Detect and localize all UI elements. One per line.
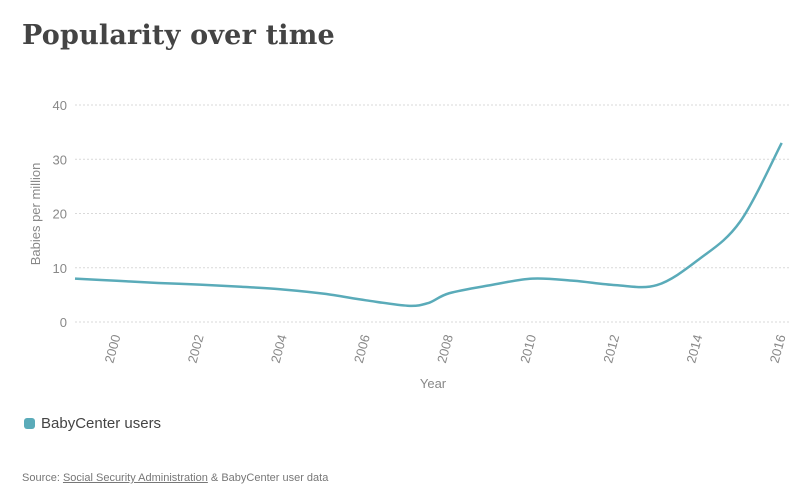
x-tick-label: 2016 (767, 333, 789, 365)
x-tick-label: 2010 (517, 333, 539, 365)
x-axis-label: Year (420, 376, 447, 391)
y-tick-label: 0 (60, 315, 67, 330)
source-suffix: & BabyCenter user data (207, 472, 329, 484)
series-lines (74, 142, 783, 308)
x-tick-label: 2006 (351, 333, 373, 365)
x-tick-label: 2008 (434, 333, 456, 365)
x-tick-label: 2004 (268, 333, 290, 365)
x-tick-label: 2002 (185, 333, 207, 365)
chart-title: Popularity over time (22, 20, 335, 51)
legend-label: BabyCenter users (41, 415, 162, 432)
legend-swatch (24, 418, 35, 429)
y-tick-labels: 0 10 20 30 40 (53, 98, 67, 330)
legend: BabyCenter users (24, 415, 161, 432)
series-line-babycenter-users (74, 142, 783, 308)
y-tick-label: 20 (53, 207, 67, 222)
x-tick-label: 2012 (600, 333, 622, 365)
source-link[interactable]: Social Security Administration (62, 472, 208, 484)
source-note: Source: Social Security Administration &… (22, 472, 328, 484)
x-tick-label: 2000 (101, 333, 123, 365)
x-tick-labels: 2000 2002 2004 2006 2008 2010 2012 2014 2016 (101, 333, 788, 365)
x-tick-label: 2014 (683, 333, 705, 365)
y-axis-label: Babies per million (28, 163, 43, 266)
y-tick-label: 30 (53, 152, 67, 167)
y-tick-label: 10 (53, 261, 67, 276)
grid-lines (75, 104, 790, 323)
y-tick-label: 40 (53, 98, 67, 113)
source-prefix: Source: (22, 472, 63, 484)
